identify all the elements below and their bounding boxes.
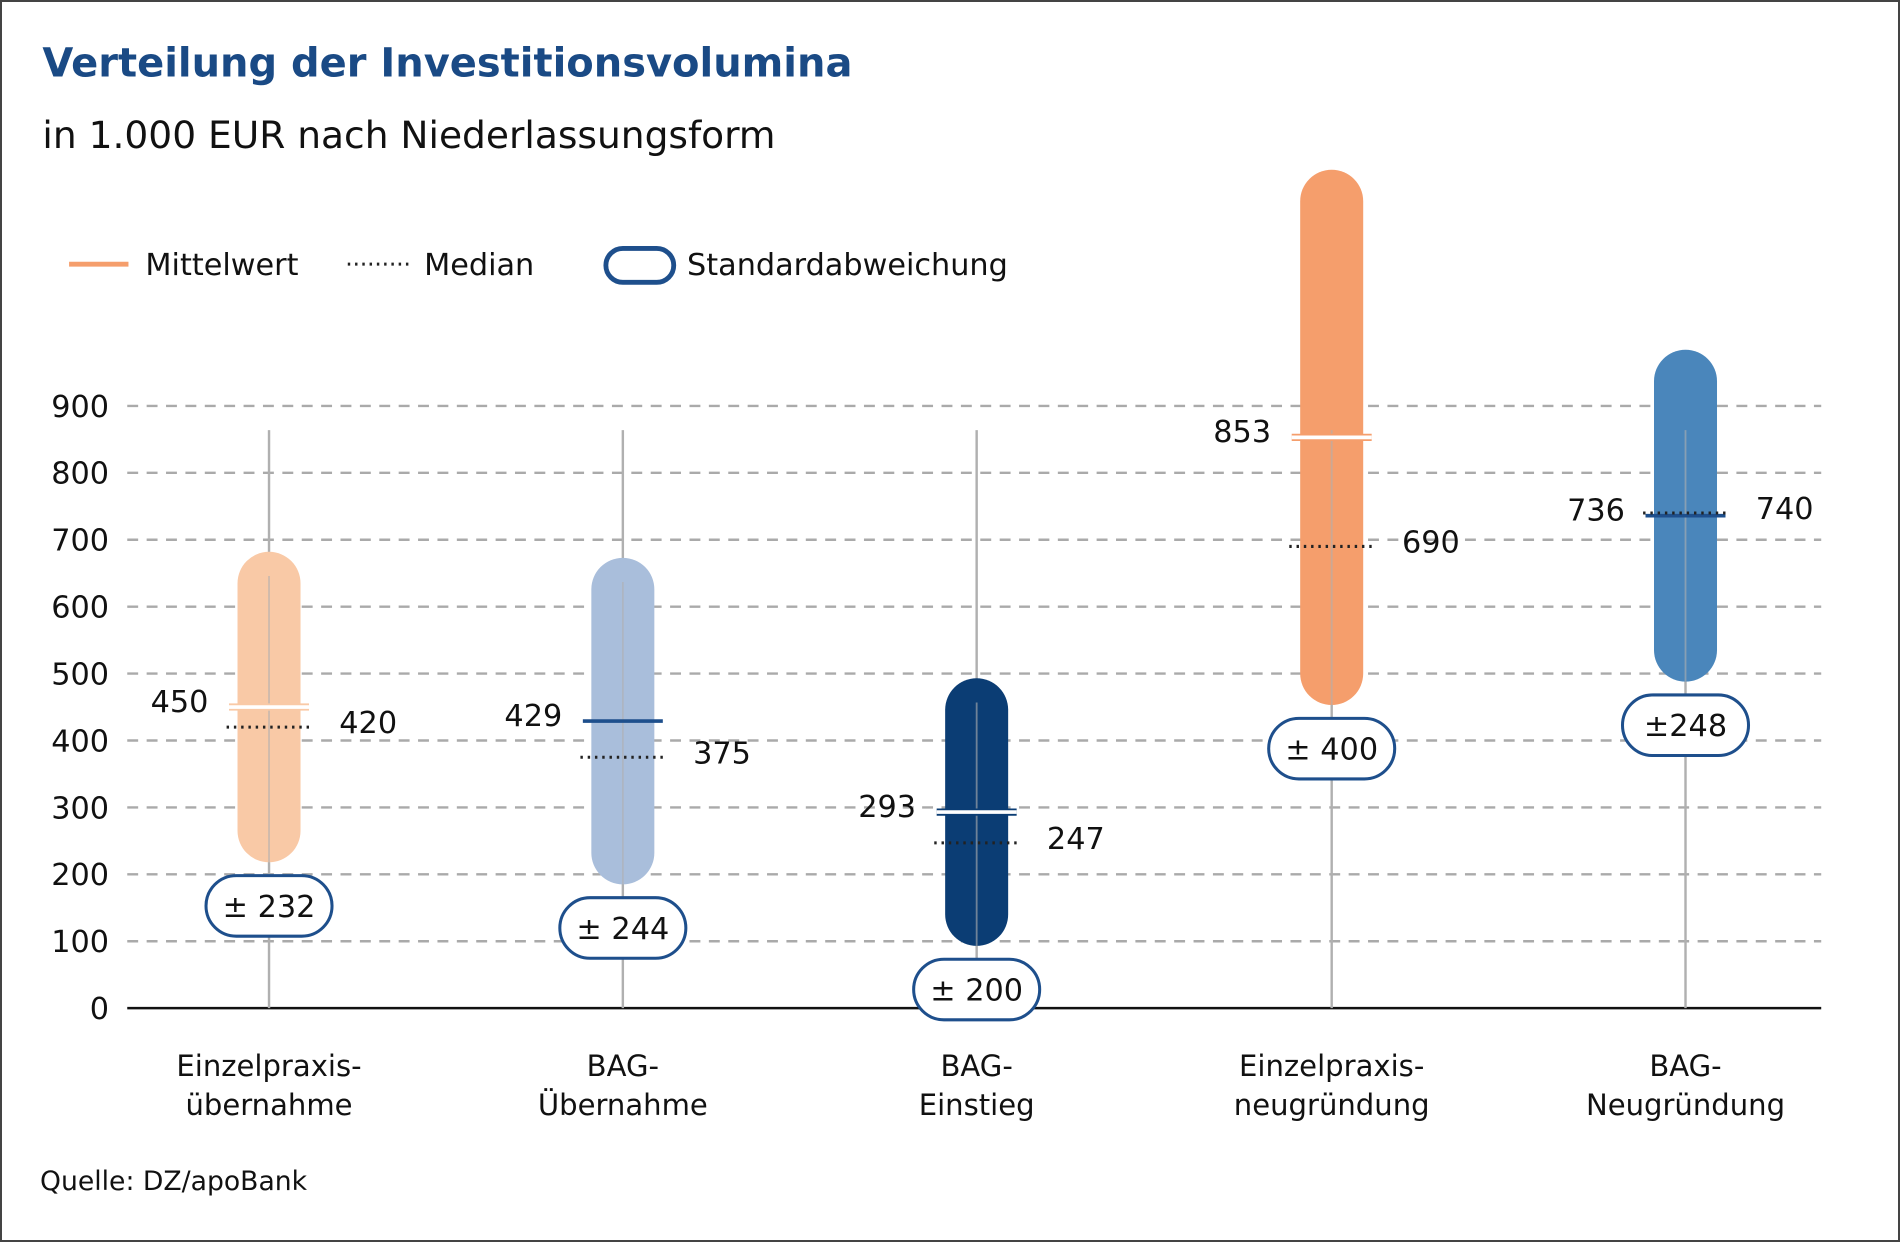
category-group: 736 740 ±248 BAG- Neugründung bbox=[1567, 349, 1814, 1122]
sd-value-label: ± 400 bbox=[1285, 733, 1378, 768]
sd-badge bbox=[1267, 716, 1397, 781]
y-tick-label: 100 bbox=[51, 925, 109, 960]
chart-subtitle: in 1.000 EUR nach Niederlassungsform bbox=[42, 113, 775, 157]
sd-badge bbox=[912, 957, 1042, 1022]
category-label-line2: neugründung bbox=[1234, 1088, 1430, 1122]
legend-sd-label: Standardabweichung bbox=[687, 248, 1008, 283]
sd-badge bbox=[204, 874, 334, 938]
median-value-label: 740 bbox=[1756, 492, 1814, 527]
legend-sd-swatch bbox=[603, 245, 677, 285]
mean-value-label: 450 bbox=[151, 685, 209, 720]
y-tick-label: 700 bbox=[51, 524, 109, 559]
source-note: Quelle: DZ/apoBank bbox=[40, 1166, 308, 1197]
legend: Mittelwert Median Standardabweichung bbox=[69, 245, 1008, 285]
y-tick-label: 800 bbox=[51, 457, 109, 492]
y-tick-label: 300 bbox=[51, 791, 109, 826]
median-value-label: 247 bbox=[1047, 822, 1105, 857]
sd-value-label: ±248 bbox=[1644, 709, 1727, 744]
y-tick-label: 500 bbox=[51, 657, 109, 692]
category-label-line2: Einstieg bbox=[919, 1088, 1035, 1122]
sd-badge bbox=[558, 896, 688, 960]
category-label-line2: Übernahme bbox=[538, 1088, 708, 1122]
y-tick-label: 400 bbox=[51, 724, 109, 759]
mean-value-label: 293 bbox=[858, 790, 916, 825]
mean-value-label: 736 bbox=[1567, 494, 1625, 529]
sd-value-label: ± 200 bbox=[930, 973, 1023, 1008]
category-label-line2: Neugründung bbox=[1586, 1088, 1785, 1122]
category-group: 853 690 ± 400 Einzelpraxis-neugründung bbox=[1213, 169, 1460, 1122]
median-value-label: 690 bbox=[1402, 525, 1460, 560]
category-group: 429 375 ± 244 BAG- Übernahme bbox=[504, 430, 751, 1122]
sd-value-label: ± 232 bbox=[223, 890, 316, 925]
category-label-line1: Einzelpraxis- bbox=[176, 1049, 361, 1083]
legend-mean-label: Mittelwert bbox=[145, 248, 298, 283]
y-tick-label: 900 bbox=[51, 390, 109, 425]
chart-title: Verteilung der Investitionsvolumina bbox=[42, 40, 852, 86]
category-group: 293 247 ± 200 BAG- Einstieg bbox=[858, 430, 1105, 1122]
median-value-label: 420 bbox=[339, 706, 397, 741]
y-tick-label: 0 bbox=[90, 992, 109, 1027]
category-label-line1: BAG- bbox=[940, 1049, 1012, 1083]
category-group: 450 420 ± 232 Einzelpraxis-übernahme bbox=[151, 430, 397, 1122]
sd-badge bbox=[1620, 693, 1751, 758]
legend-median-label: Median bbox=[424, 248, 534, 283]
category-label-line2: übernahme bbox=[185, 1088, 352, 1122]
category-label-line1: BAG- bbox=[1649, 1049, 1721, 1083]
y-tick-label: 200 bbox=[51, 858, 109, 893]
median-value-label: 375 bbox=[693, 736, 751, 771]
category-label-line1: BAG- bbox=[587, 1049, 659, 1083]
y-tick-label: 600 bbox=[51, 591, 109, 626]
mean-value-label: 429 bbox=[504, 699, 562, 734]
sd-value-label: ± 244 bbox=[576, 912, 669, 947]
category-label-line1: Einzelpraxis- bbox=[1239, 1049, 1424, 1083]
mean-value-label: 853 bbox=[1213, 415, 1271, 450]
